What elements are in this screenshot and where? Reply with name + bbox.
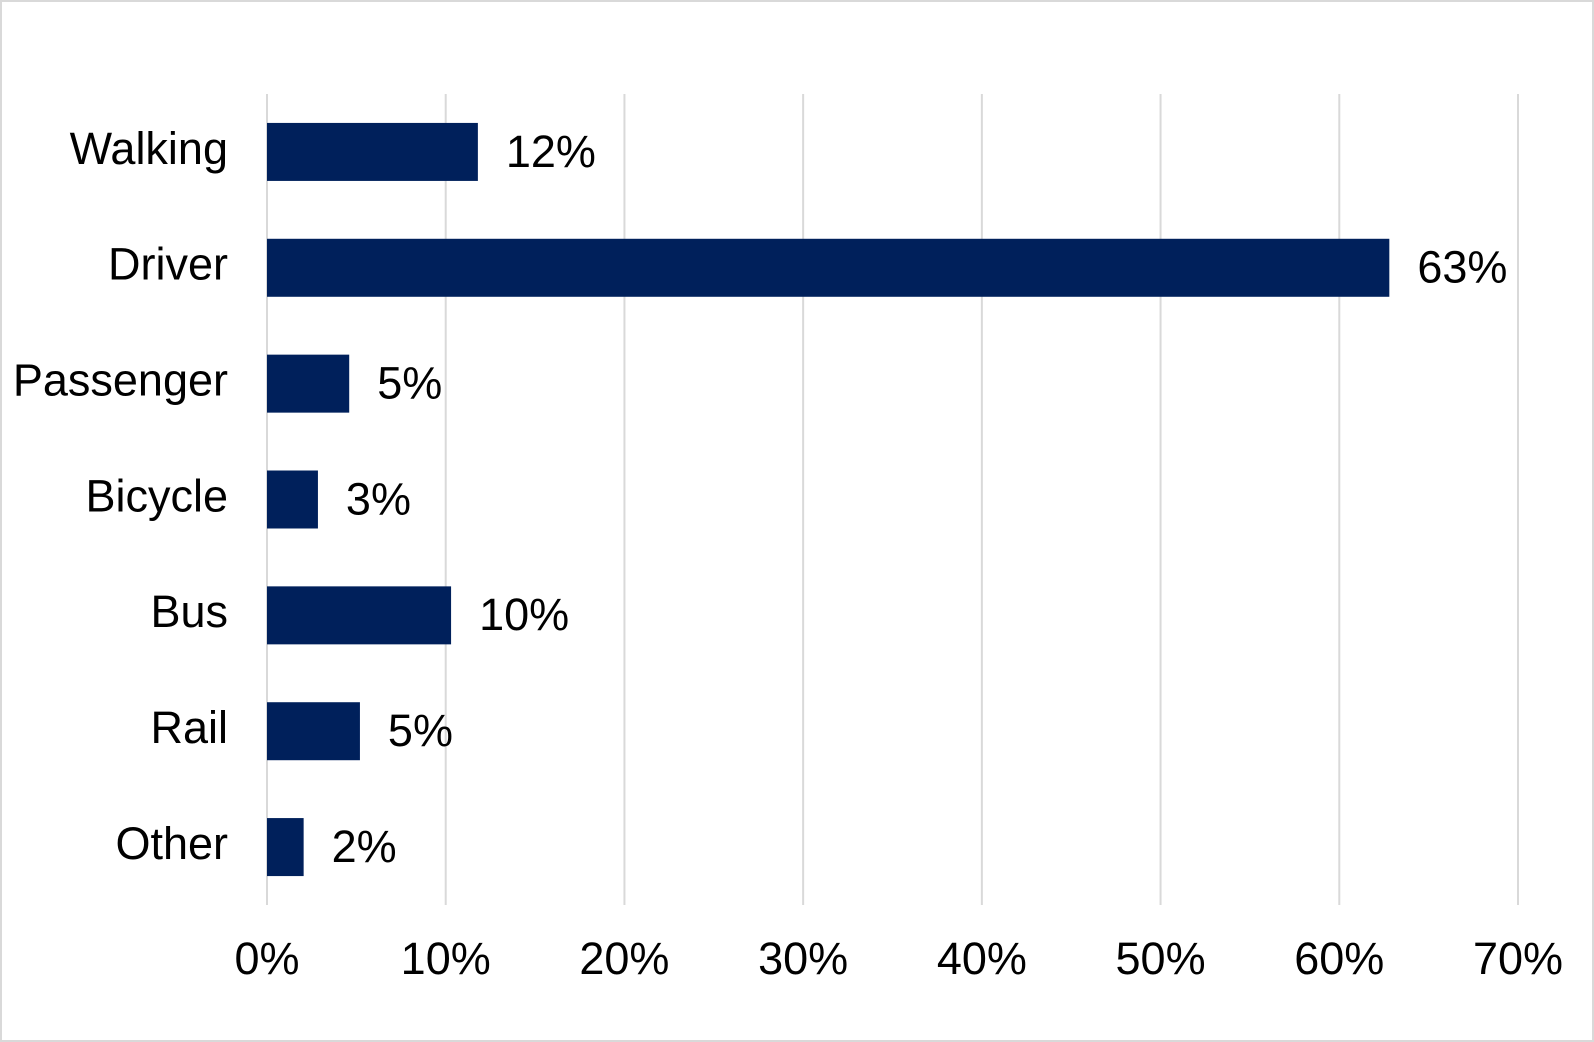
data-label: 63%: [1417, 242, 1507, 293]
bar: [267, 586, 452, 645]
x-tick-label: 40%: [937, 933, 1027, 984]
y-tick-label: Passenger: [13, 355, 228, 406]
x-tick-label: 50%: [1116, 933, 1206, 984]
x-tick-label: 70%: [1473, 933, 1563, 984]
y-tick-label: Rail: [150, 702, 228, 753]
x-tick-label: 20%: [579, 933, 669, 984]
data-label: 10%: [479, 589, 569, 640]
bar: [267, 354, 350, 413]
bar: [267, 122, 478, 181]
bar: [267, 470, 318, 529]
bar: [267, 238, 1390, 297]
data-label: 5%: [377, 358, 442, 409]
y-tick-label: Driver: [108, 239, 228, 290]
bar: [267, 818, 304, 877]
data-label: 3%: [346, 473, 411, 524]
bar: [267, 702, 360, 761]
y-tick-label: Other: [115, 818, 228, 869]
x-tick-label: 0%: [234, 933, 299, 984]
data-label: 5%: [388, 705, 453, 756]
x-tick-label: 10%: [401, 933, 491, 984]
y-tick-label: Walking: [70, 123, 228, 174]
y-tick-label: Bus: [150, 586, 228, 637]
x-tick-label: 30%: [758, 933, 848, 984]
data-label: 12%: [506, 126, 596, 177]
y-tick-label: Bicycle: [85, 470, 228, 521]
data-label: 2%: [332, 821, 397, 872]
x-tick-label: 60%: [1294, 933, 1384, 984]
